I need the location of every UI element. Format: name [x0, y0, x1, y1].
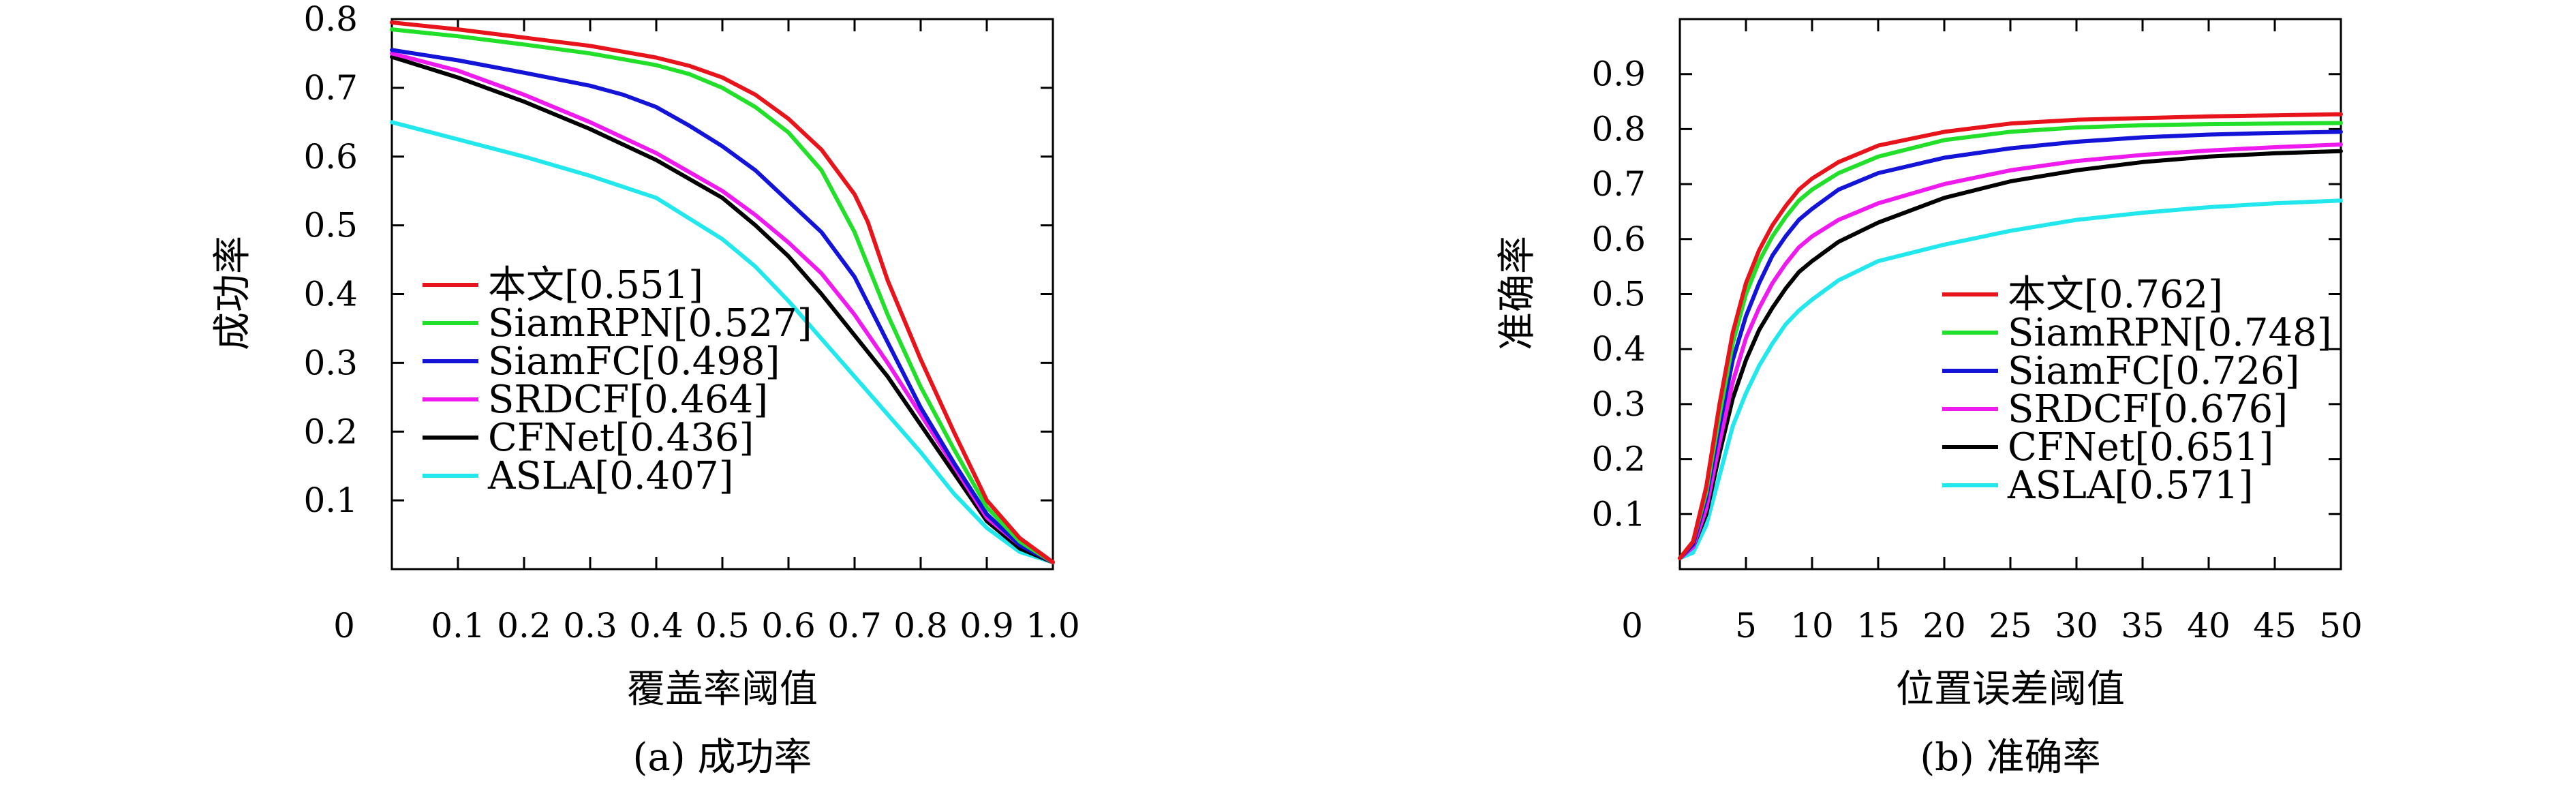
x-tick-label: 30 — [2055, 606, 2098, 645]
legend-label-1: SiamRPN[0.527] — [488, 301, 812, 346]
legend-label-0: 本文[0.551] — [488, 263, 703, 307]
x-tick-label: 0.6 — [761, 606, 816, 645]
legend-label-0: 本文[0.762] — [2008, 273, 2223, 317]
y-tick-label: 0.4 — [1591, 329, 1646, 369]
y-tick-label: 0.6 — [1591, 219, 1646, 259]
y-axis-title: 成功率 — [211, 236, 255, 350]
legend-label-3: SRDCF[0.464] — [488, 378, 768, 422]
y-tick-label: 0.6 — [303, 137, 358, 177]
series-line-0 — [1678, 112, 2343, 560]
x-tick-label: 0.9 — [960, 606, 1014, 645]
legend-label-5: ASLA[0.571] — [2007, 463, 2253, 508]
precision-chart: 0.1 0.2 0.3 0.4 0.5 0.6 0.7 0.8 0.9 5 10 15 20 25 30 35… — [1495, 18, 2363, 780]
x-tick-label: 0.1 — [431, 606, 485, 645]
chart-caption: (b) 准确率 — [1920, 735, 2100, 780]
x-tick-label: 15 — [1856, 606, 1900, 645]
x-tick-label: 35 — [2121, 606, 2164, 645]
x-tick-label: 25 — [1989, 606, 2032, 645]
series-line-2 — [390, 48, 1055, 564]
x-tick-label: 40 — [2187, 606, 2230, 645]
y-tick-label: 0.2 — [1591, 440, 1646, 479]
y-tick-label: 0.3 — [303, 343, 358, 382]
x-tick-label: 0.8 — [893, 606, 948, 645]
series-line-5 — [1678, 198, 2343, 560]
origin-label: 0 — [1621, 606, 1643, 645]
success-rate-chart: 0.1 0.2 0.3 0.4 0.5 0.6 0.7 0.8 0.1 0.2 0.3 0.4 0.5 0… — [211, 0, 1080, 780]
series-line-4 — [1678, 149, 2343, 560]
origin-label: 0 — [333, 606, 355, 645]
legend-label-2: SiamFC[0.726] — [2008, 349, 2299, 393]
x-tick-label: 0.5 — [695, 606, 750, 645]
series-line-2 — [1678, 130, 2343, 560]
x-axis-title: 位置误差阈值 — [1896, 667, 2125, 712]
legend-label-4: CFNet[0.651] — [2008, 425, 2273, 470]
y-tick-label: 0.8 — [303, 0, 358, 39]
y-tick-label: 0.3 — [1591, 384, 1646, 424]
y-tick-label: 0.8 — [1591, 109, 1646, 149]
legend-label-3: SRDCF[0.676] — [2008, 387, 2288, 431]
legend: 本文[0.551]SiamRPN[0.527]SiamFC[0.498]SRDC… — [423, 263, 812, 498]
x-axis-title: 覆盖率阈值 — [627, 667, 818, 712]
y-tick-label: 0.1 — [303, 481, 358, 520]
legend-label-1: SiamRPN[0.748] — [2008, 311, 2332, 355]
y-tick-label: 0.5 — [1591, 275, 1646, 314]
x-tick-label: 20 — [1922, 606, 1966, 645]
chart-caption: (a) 成功率 — [633, 735, 812, 780]
y-tick-label: 0.7 — [1591, 164, 1646, 204]
y-tick-label: 0.7 — [303, 68, 358, 108]
x-tick-label: 0.3 — [563, 606, 617, 645]
legend-label-2: SiamFC[0.498] — [488, 339, 780, 384]
x-tick-label: 5 — [1735, 606, 1757, 645]
legend-label-4: CFNet[0.436] — [488, 416, 754, 460]
x-tick-label: 0.4 — [629, 606, 684, 645]
series-line-1 — [390, 27, 1055, 564]
x-tick-label: 1.0 — [1026, 606, 1080, 645]
y-tick-label: 0.1 — [1591, 494, 1646, 534]
y-tick-label: 0.9 — [1591, 55, 1646, 94]
y-tick-label: 0.2 — [303, 412, 358, 451]
y-tick-label: 0.5 — [303, 206, 358, 245]
x-tick-label: 50 — [2319, 606, 2363, 645]
x-tick-label: 0.7 — [827, 606, 882, 645]
x-tick-label: 10 — [1790, 606, 1834, 645]
y-tick-label: 0.4 — [303, 275, 358, 314]
series-line-0 — [390, 20, 1055, 564]
legend: 本文[0.762]SiamRPN[0.748]SiamFC[0.726]SRDC… — [1942, 273, 2332, 508]
series-line-4 — [390, 55, 1055, 564]
x-tick-label: 45 — [2253, 606, 2297, 645]
series-line-5 — [390, 120, 1055, 564]
x-tick-label: 0.2 — [497, 606, 551, 645]
series-line-3 — [1678, 142, 2343, 560]
legend-label-5: ASLA[0.407] — [487, 454, 733, 498]
y-axis-title: 准确率 — [1495, 236, 1539, 350]
